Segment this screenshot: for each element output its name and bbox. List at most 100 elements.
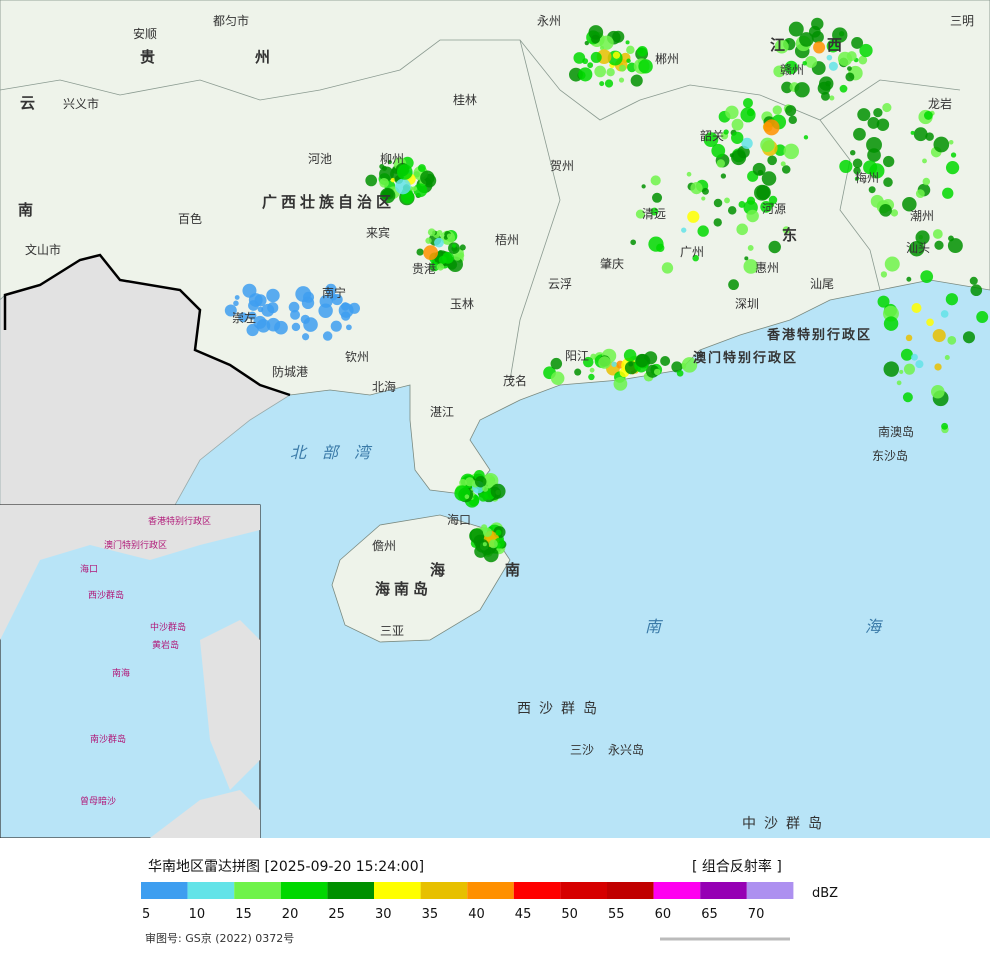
radar-echo bbox=[653, 368, 661, 376]
radar-echo bbox=[854, 176, 859, 181]
radar-echo bbox=[482, 542, 487, 547]
radar-echo bbox=[738, 201, 746, 208]
radar-echo bbox=[883, 316, 899, 331]
place-label: 梅州 bbox=[855, 170, 879, 185]
place-label: 南 bbox=[645, 617, 677, 636]
radar-echo bbox=[839, 84, 848, 93]
radar-echo bbox=[788, 21, 804, 37]
inset-land bbox=[150, 790, 260, 838]
radar-echo bbox=[851, 37, 864, 49]
place-label: 州 bbox=[254, 48, 274, 66]
radar-echo bbox=[641, 184, 646, 189]
title: 华南地区雷达拼图 [2025-09-20 15:24:00] bbox=[148, 859, 424, 875]
place-label: 澳门特别行政区 bbox=[693, 350, 798, 366]
radar-echo bbox=[697, 225, 709, 237]
place-label: 永州 bbox=[537, 14, 561, 28]
radar-echo bbox=[911, 353, 918, 361]
radar-echo bbox=[233, 300, 239, 307]
radar-echo bbox=[650, 175, 661, 186]
radar-echo bbox=[703, 132, 719, 147]
radar-echo bbox=[330, 320, 342, 332]
inset-label: 香港特别行政区 bbox=[148, 515, 211, 527]
radar-echo bbox=[681, 227, 687, 233]
place-label: 玉林 bbox=[450, 297, 474, 311]
radar-echo bbox=[950, 152, 957, 158]
radar-echo bbox=[805, 55, 818, 68]
radar-echo bbox=[768, 195, 778, 205]
radar-echo bbox=[945, 293, 959, 306]
place-label: 河源 bbox=[762, 202, 786, 216]
radar-echo bbox=[413, 183, 428, 198]
radar-echo bbox=[474, 475, 487, 488]
radar-echo bbox=[746, 209, 759, 223]
place-label: 贵 bbox=[140, 48, 159, 66]
radar-echo bbox=[826, 39, 840, 53]
radar-echo bbox=[911, 303, 922, 313]
place-label: 钦州 bbox=[345, 350, 369, 364]
radar-echo bbox=[802, 61, 807, 66]
radar-echo bbox=[883, 361, 900, 377]
radar-echo bbox=[896, 380, 902, 386]
place-label: 都匀市 bbox=[213, 13, 249, 28]
radar-echo bbox=[760, 201, 773, 213]
radar-echo bbox=[857, 108, 871, 122]
radar-echo bbox=[932, 328, 946, 343]
radar-echo bbox=[832, 27, 848, 43]
radar-echo bbox=[976, 311, 989, 323]
place-label: 清远 bbox=[642, 207, 666, 221]
legend-tick-label: 10 bbox=[189, 907, 206, 922]
legend-swatch bbox=[374, 882, 421, 899]
radar-echo bbox=[731, 131, 744, 144]
radar-echo bbox=[550, 371, 565, 386]
radar-echo bbox=[348, 302, 360, 314]
radar-echo bbox=[630, 239, 637, 246]
radar-echo bbox=[713, 218, 722, 227]
legend-swatch bbox=[420, 882, 468, 899]
radar-echo bbox=[274, 320, 288, 335]
legend-swatch bbox=[141, 882, 188, 899]
place-label: 广西壮族自治区 bbox=[262, 193, 395, 211]
legend-swatch bbox=[746, 882, 794, 899]
place-label: 北海 bbox=[372, 379, 396, 394]
radar-echo bbox=[638, 59, 653, 74]
radar-echo bbox=[826, 54, 833, 61]
legend-tick-label: 35 bbox=[422, 907, 439, 922]
radar-echo bbox=[238, 312, 249, 323]
place-label: 深圳 bbox=[735, 297, 759, 311]
radar-echo bbox=[397, 164, 413, 180]
radar-echo bbox=[879, 203, 892, 217]
radar-echo bbox=[660, 356, 671, 366]
radar-echo bbox=[915, 360, 924, 369]
radar-echo bbox=[482, 527, 493, 538]
place-label: 东沙岛 bbox=[872, 448, 908, 463]
radar-echoes bbox=[224, 17, 989, 563]
radar-echo bbox=[436, 230, 443, 237]
radar-echo bbox=[574, 368, 582, 376]
radar-echo bbox=[741, 137, 753, 150]
radar-echo bbox=[813, 41, 826, 54]
legend-swatch bbox=[607, 882, 654, 899]
admin-lines bbox=[0, 39, 961, 381]
radar-echo bbox=[482, 485, 489, 492]
radar-echo bbox=[573, 52, 586, 64]
radar-echo bbox=[744, 256, 749, 261]
place-label: 东 bbox=[782, 226, 801, 244]
radar-echo bbox=[794, 82, 810, 98]
radar-echo bbox=[676, 369, 684, 377]
radar-echo bbox=[922, 177, 931, 186]
radar-echo bbox=[656, 243, 665, 253]
radar-echo bbox=[915, 230, 930, 245]
radar-echo bbox=[436, 263, 445, 271]
radar-echo bbox=[942, 187, 954, 199]
place-label: 南 bbox=[505, 561, 524, 579]
radar-echo bbox=[747, 245, 754, 251]
legend-swatch bbox=[467, 882, 514, 899]
place-label: 潮州 bbox=[910, 208, 934, 223]
radar-echo bbox=[438, 255, 447, 265]
inset-land bbox=[200, 620, 260, 790]
radar-echo bbox=[868, 186, 876, 194]
legend-swatch bbox=[513, 882, 561, 899]
radar-echo bbox=[962, 331, 976, 344]
